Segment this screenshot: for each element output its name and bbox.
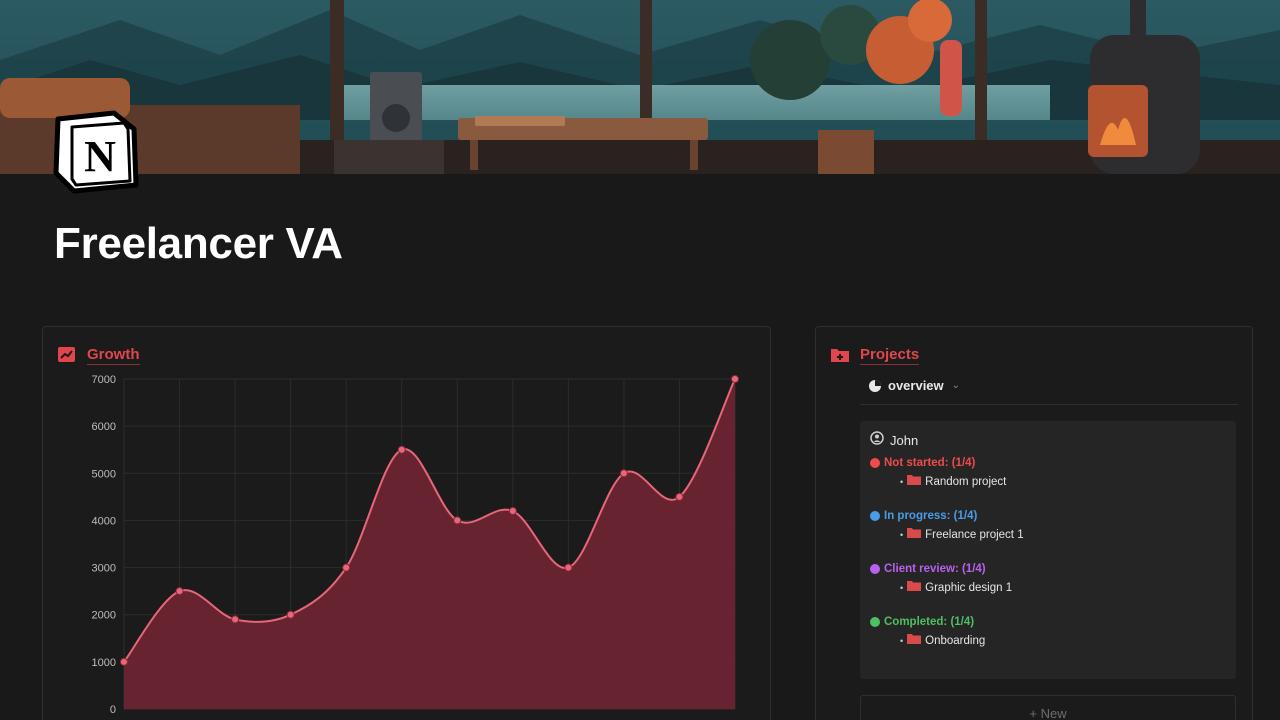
growth-card: Growth 0 1000 2000 3000 4000 5000 6000 7000 bbox=[42, 326, 771, 720]
data-point bbox=[619, 469, 628, 478]
growth-header[interactable]: Growth bbox=[57, 345, 140, 365]
data-point bbox=[286, 610, 295, 619]
growth-title[interactable]: Growth bbox=[87, 345, 140, 365]
project-name: Freelance project 1 bbox=[925, 528, 1024, 541]
group-not-started: Not started: (1/4) • Random project bbox=[870, 457, 1006, 489]
data-point bbox=[120, 657, 128, 666]
chevron-down-icon: ⌄ bbox=[951, 380, 961, 391]
project-name: Onboarding bbox=[925, 634, 986, 647]
data-point bbox=[231, 615, 240, 624]
projects-header[interactable]: Projects bbox=[830, 345, 920, 365]
data-point bbox=[453, 516, 462, 525]
view-label: overview bbox=[888, 378, 944, 393]
status-badge: Client review: (1/4) bbox=[870, 563, 1012, 575]
group-label: In progress: (1/4) bbox=[884, 510, 978, 522]
page-title[interactable]: Freelancer VA bbox=[54, 219, 343, 268]
y-tick-label: 4000 bbox=[92, 515, 116, 527]
data-point bbox=[731, 375, 739, 383]
folder-icon bbox=[830, 345, 850, 365]
chart-line-icon bbox=[57, 345, 77, 365]
folder-icon bbox=[907, 527, 922, 542]
data-point bbox=[508, 507, 517, 515]
group-label: Completed: (1/4) bbox=[884, 616, 975, 628]
project-board: John Not started: (1/4) • Random project… bbox=[860, 421, 1236, 679]
y-tick-label: 6000 bbox=[92, 421, 116, 433]
list-item[interactable]: • Random project bbox=[900, 474, 1006, 489]
area-fill bbox=[124, 379, 735, 709]
folder-icon bbox=[907, 580, 922, 595]
person-icon bbox=[870, 431, 884, 450]
project-name: Random project bbox=[925, 475, 1007, 488]
list-item[interactable]: • Onboarding bbox=[900, 633, 985, 648]
bullet-icon: • bbox=[900, 529, 904, 540]
y-tick-label: 5000 bbox=[92, 468, 116, 480]
svg-text:N: N bbox=[84, 132, 116, 181]
bullet-icon: • bbox=[900, 635, 904, 646]
data-point bbox=[175, 587, 184, 596]
blue-dot-icon bbox=[870, 511, 880, 521]
group-label: Not started: (1/4) bbox=[884, 457, 976, 469]
bullet-icon: • bbox=[900, 476, 904, 487]
view-switcher[interactable]: overview ⌄ bbox=[860, 377, 1238, 405]
folder-icon bbox=[907, 633, 922, 648]
person-row[interactable]: John bbox=[870, 431, 918, 450]
projects-title[interactable]: Projects bbox=[860, 345, 920, 365]
folder-icon bbox=[907, 474, 922, 489]
y-tick-label: 1000 bbox=[92, 657, 116, 669]
data-point bbox=[564, 563, 573, 572]
y-tick-label: 7000 bbox=[92, 374, 116, 386]
status-badge: Completed: (1/4) bbox=[870, 616, 985, 628]
notion-logo[interactable]: N bbox=[52, 109, 140, 195]
status-badge: In progress: (1/4) bbox=[870, 510, 1024, 522]
status-badge: Not started: (1/4) bbox=[870, 457, 1006, 469]
cover-image[interactable] bbox=[0, 0, 1280, 174]
group-label: Client review: (1/4) bbox=[884, 563, 986, 575]
bullet-icon: • bbox=[900, 582, 904, 593]
projects-card: Projects overview ⌄ bbox=[815, 326, 1253, 720]
list-item[interactable]: • Freelance project 1 bbox=[900, 527, 1024, 542]
new-button[interactable]: + New bbox=[860, 695, 1236, 720]
pie-chart-icon bbox=[868, 377, 882, 398]
group-in-progress: In progress: (1/4) • Freelance project 1 bbox=[870, 510, 1024, 542]
project-name: Graphic design 1 bbox=[925, 581, 1013, 594]
purple-dot-icon bbox=[870, 564, 880, 574]
data-point bbox=[397, 445, 406, 454]
y-tick-label: 2000 bbox=[92, 610, 116, 622]
group-completed: Completed: (1/4) • Onboarding bbox=[870, 616, 985, 648]
green-dot-icon bbox=[870, 617, 880, 627]
data-point bbox=[342, 563, 351, 572]
red-dot-icon bbox=[870, 458, 880, 468]
data-point bbox=[675, 492, 684, 501]
person-name: John bbox=[890, 433, 919, 448]
y-tick-label: 0 bbox=[110, 704, 116, 716]
list-item[interactable]: • Graphic design 1 bbox=[900, 580, 1012, 595]
y-tick-label: 3000 bbox=[92, 563, 116, 575]
group-client-review: Client review: (1/4) • Graphic design 1 bbox=[870, 563, 1012, 595]
growth-chart: 0 1000 2000 3000 4000 5000 6000 7000 bbox=[92, 374, 739, 716]
